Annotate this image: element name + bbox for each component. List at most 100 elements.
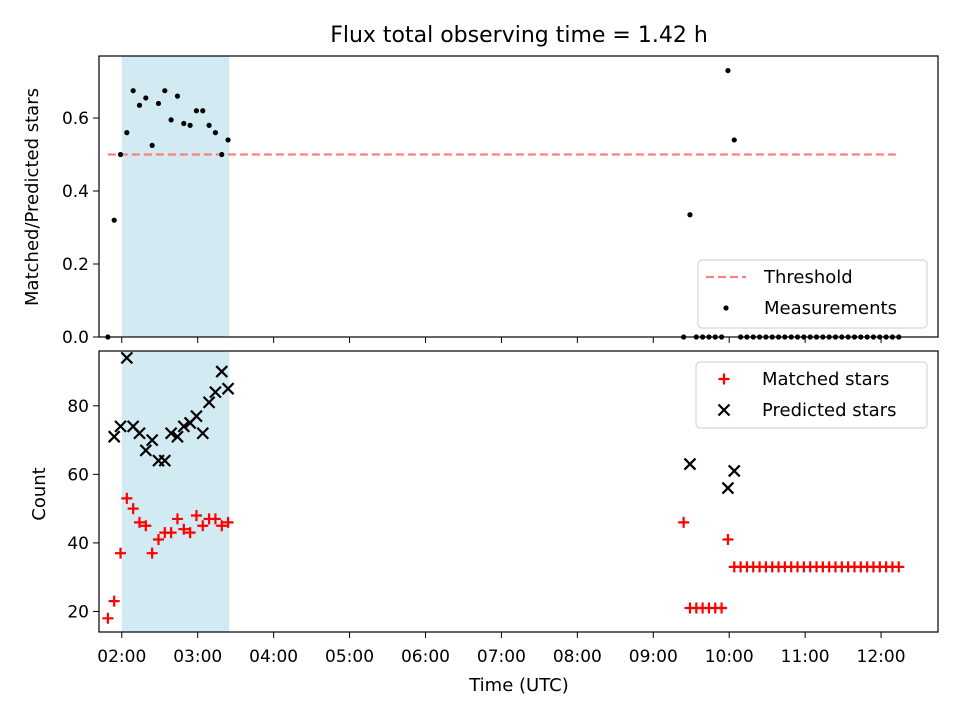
x-tick-label: 09:00 [629,647,678,667]
data-point [124,130,130,136]
data-point [181,120,187,127]
data-point [678,516,690,528]
data-point [216,520,228,532]
legend: Threshold Measurements [697,259,928,329]
data-point [219,151,225,158]
y-tick-label: 0.6 [62,109,89,129]
data-point [196,426,210,440]
x-tick-label: 06:00 [401,647,450,667]
data-point [190,409,203,423]
data-point [721,481,735,495]
data-point [145,433,159,447]
legend-label: Measurements [764,298,897,319]
data-point [731,137,737,143]
data-point [187,122,193,128]
data-point [136,102,143,108]
bottom-panel: 20 40 60 80 02:00 03:00 04:00 05:00 06:00 07:00 08… [67,350,939,667]
y-tick-label: 20 [67,602,89,622]
legend-marker [718,373,730,385]
data-point [725,67,731,74]
data-point [171,430,184,443]
legend-marker [723,305,729,311]
bottom-y-axis-label: Count [29,467,50,520]
data-point [225,137,231,143]
x-axis-label: Time (UTC) [468,675,569,696]
x-tick-label: 04:00 [249,647,298,667]
legend-box [695,361,928,429]
x-tick-label: 03:00 [173,647,222,667]
data-point [193,108,200,114]
data-point [222,516,234,528]
data-point [130,88,136,94]
data-point [206,122,212,128]
x-tick-label: 10:00 [705,647,754,667]
data-point [127,503,139,515]
x-tick-label: 02:00 [97,647,146,667]
data-point [111,217,117,223]
data-point [143,95,149,101]
axes-frame [98,350,939,633]
data-point [133,426,146,440]
data-point [215,365,229,378]
data-point [152,533,164,545]
legend-label: Matched stars [762,369,889,390]
data-point [117,151,124,158]
x-tick-label: 08:00 [553,647,602,667]
data-point [174,93,181,99]
data-point [177,420,191,433]
data-point [120,351,134,365]
y-tick-label: 60 [67,465,89,485]
data-point [716,602,728,614]
data-point [146,547,158,559]
data-point [190,509,202,521]
data-point [197,520,209,532]
data-point [200,108,206,114]
x-tick-label: 12:00 [857,647,906,667]
data-point [162,88,168,94]
data-point [184,527,196,539]
x-tick-label: 05:00 [325,647,374,667]
data-point [155,100,162,107]
data-point [171,513,183,525]
data-point [209,385,222,399]
data-point [683,457,697,471]
data-point [202,396,216,409]
axes-frame [98,55,939,338]
data-point [121,492,133,504]
data-point [727,464,741,478]
data-point [164,426,178,440]
x-tick-label: 07:00 [477,647,526,667]
data-point [165,527,177,539]
data-point [178,523,190,535]
data-point [139,444,153,457]
shaded-interval [121,351,230,632]
legend-label: Predicted stars [762,400,896,421]
legend: Matched stars Predicted stars [695,361,928,429]
x-tick-label: 11:00 [781,647,830,667]
y-tick-label: 40 [67,534,89,554]
legend-marker [717,403,731,417]
data-point [221,382,235,395]
data-point [107,430,121,443]
top-y-axis-label: Matched/Predicted stars [22,88,43,306]
data-point [115,547,127,559]
top-panel: 0.0 0.2 0.4 0.6 Threshold Measurements [62,55,939,348]
data-point [102,612,114,624]
y-tick-label: 0.0 [62,328,89,348]
shaded-interval [121,56,230,337]
data-point [140,520,152,532]
y-tick-label: 0.4 [62,182,89,202]
data-point [133,516,145,528]
data-point [114,420,127,433]
legend-label: Threshold [763,267,853,288]
data-point [168,117,174,123]
data-point [893,561,905,573]
data-point [687,212,693,218]
y-tick-label: 80 [67,397,89,417]
data-point [209,513,221,525]
data-point [212,130,219,136]
data-point [149,142,155,149]
data-point [108,595,120,607]
data-point [722,533,734,545]
